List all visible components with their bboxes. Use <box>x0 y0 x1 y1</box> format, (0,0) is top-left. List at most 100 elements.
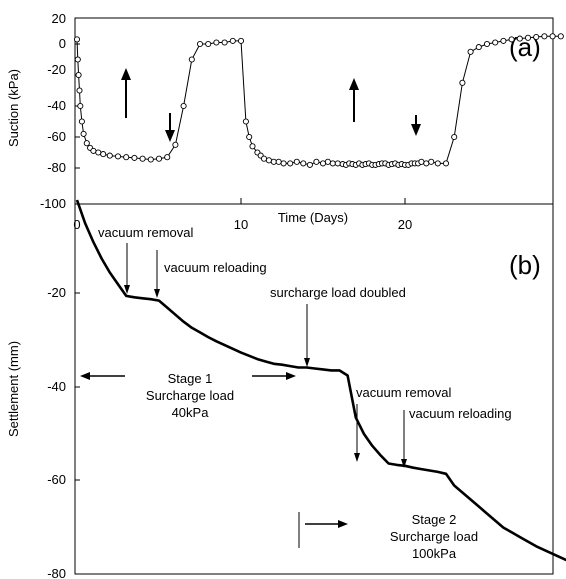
suction-point <box>428 158 435 165</box>
xtick-20: 20 <box>398 217 412 232</box>
stage1-right-arrowhead <box>286 372 296 380</box>
panel-b-annotations: vacuum removal vacuum reloading surcharg… <box>80 225 512 561</box>
annot-stage2-l2: Surcharge load <box>390 529 478 544</box>
suction-point <box>541 33 548 40</box>
arrow-up-head <box>121 68 131 80</box>
suction-point <box>188 56 195 63</box>
panel-a-arrows <box>121 68 421 142</box>
suction-point <box>418 158 425 165</box>
suction-point <box>77 102 84 110</box>
suction-point <box>205 40 212 48</box>
suction-point <box>76 87 83 94</box>
suction-point <box>451 133 458 141</box>
ytick-a-0: 0 <box>59 36 66 51</box>
ytick-a-m20: -20 <box>47 62 66 77</box>
suction-point <box>423 160 430 167</box>
suction-point <box>80 130 87 137</box>
ytick-b-m60: -60 <box>47 472 66 487</box>
suction-point <box>95 149 102 156</box>
suction-point <box>306 161 313 168</box>
suction-point <box>475 44 482 51</box>
suction-point <box>557 33 564 40</box>
panel-b-ylabel: Settlement (mm) <box>6 341 21 437</box>
panel-a-series <box>73 33 564 168</box>
panel-b-series <box>75 199 566 562</box>
panel-a-xticks: 0 10 20 <box>73 198 412 232</box>
arrow-down-head <box>411 124 421 136</box>
annot-arrowhead <box>304 358 310 367</box>
suction-point <box>147 156 154 163</box>
suction-point <box>164 154 171 161</box>
suction-point <box>313 158 320 165</box>
suction-point <box>100 151 107 158</box>
suction-point <box>524 34 532 41</box>
suction-point <box>213 39 220 46</box>
suction-point <box>73 36 81 43</box>
suction-point <box>300 160 307 167</box>
suction-point <box>196 40 204 48</box>
suction-point <box>221 39 228 46</box>
suction-point <box>75 71 82 79</box>
annot-vacuum-removal-2: vacuum removal <box>356 385 451 400</box>
suction-point <box>275 158 282 165</box>
suction-point <box>334 160 341 167</box>
suction-point <box>467 48 474 55</box>
annot-stage1-l1: Stage 1 <box>168 371 213 386</box>
suction-point <box>180 102 187 110</box>
suction-point <box>246 133 253 141</box>
ytick-b-m80: -80 <box>47 566 66 579</box>
annot-vacuum-reloading-1: vacuum reloading <box>164 260 267 275</box>
suction-point <box>500 37 507 44</box>
suction-point <box>442 160 450 167</box>
suction-point <box>516 35 523 42</box>
xtick-10: 10 <box>234 217 248 232</box>
suction-point <box>139 155 146 162</box>
annot-arrowhead <box>401 459 407 468</box>
suction-point <box>83 140 90 147</box>
annot-surcharge-doubled: surcharge load doubled <box>270 285 406 300</box>
panel-b-frame <box>74 203 554 575</box>
annot-arrowhead <box>354 453 360 462</box>
suction-line <box>76 35 561 166</box>
suction-point <box>265 157 272 164</box>
suction-point <box>131 154 138 161</box>
panel-b-yticks: -20 -40 -60 -80 <box>47 285 80 579</box>
suction-point <box>508 36 515 43</box>
suction-point <box>123 154 130 161</box>
suction-point <box>114 153 122 160</box>
suction-point <box>106 152 113 159</box>
suction-point <box>90 147 97 154</box>
annot-stage1-l3: 40kPa <box>172 405 210 420</box>
xtick-0: 0 <box>73 217 80 232</box>
panel-b-label: (b) <box>509 250 541 280</box>
suction-point <box>229 37 236 44</box>
annot-arrowhead <box>154 289 160 298</box>
panel-a-xlabel: Time (Days) <box>278 210 348 225</box>
suction-point <box>280 160 287 167</box>
stage2-arrowhead <box>338 520 348 528</box>
ytick-a-m40: -40 <box>47 98 66 113</box>
suction-point <box>74 56 81 63</box>
annot-vacuum-removal-1: vacuum removal <box>98 225 193 240</box>
suction-point <box>237 37 245 44</box>
suction-point <box>172 141 179 148</box>
suction-point <box>293 158 300 165</box>
ytick-b-m40: -40 <box>47 379 66 394</box>
ytick-b-m20: -20 <box>47 285 66 300</box>
ytick-a-m60: -60 <box>47 129 66 144</box>
arrow-up-head <box>349 78 359 90</box>
suction-point <box>329 160 336 167</box>
settlement-line <box>75 199 566 562</box>
suction-point <box>78 118 85 125</box>
suction-point <box>319 160 327 167</box>
suction-point <box>324 158 331 165</box>
suction-point <box>492 39 499 46</box>
annot-vacuum-reloading-2: vacuum reloading <box>409 406 512 421</box>
suction-point <box>260 155 268 162</box>
suction-point <box>242 118 249 125</box>
suction-point <box>483 40 491 48</box>
suction-point <box>533 33 540 41</box>
ytick-a-m100: -100 <box>40 196 66 211</box>
suction-point <box>155 155 163 162</box>
